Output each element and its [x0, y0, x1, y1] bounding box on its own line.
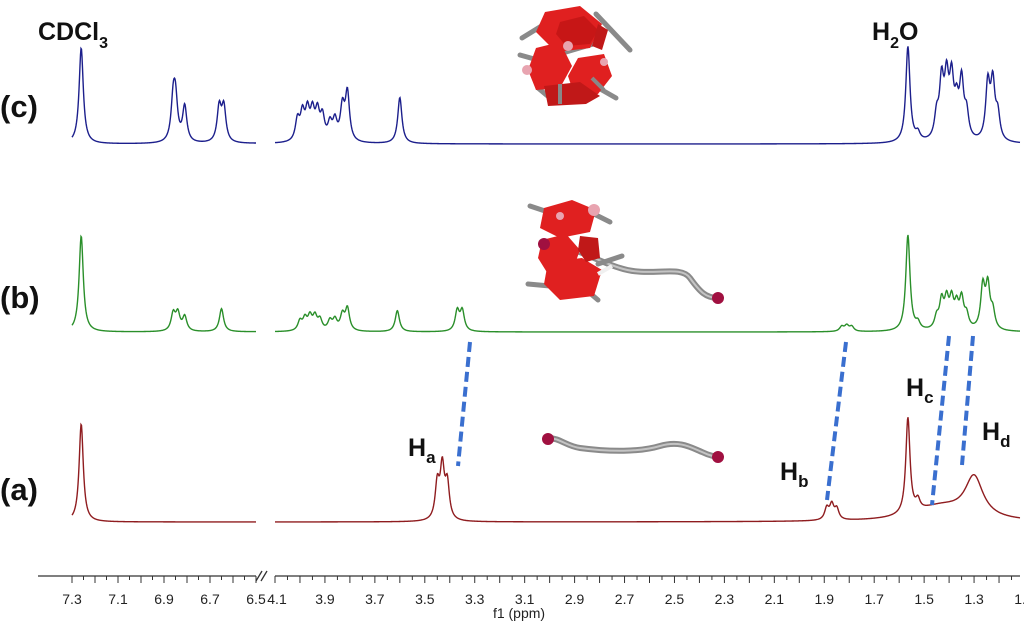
spectrum-trace-a [71, 417, 1021, 523]
axis-tick-label: 1.9 [815, 591, 835, 607]
axis-tick-label: 6.7 [200, 591, 220, 607]
shift-line-hd [960, 335, 975, 466]
axis-ticks [71, 576, 1013, 583]
axis-tick-labels: 7.3 7.1 6.9 6.7 6.5 4.1 3.9 3.7 3.5 3.3 3.1 2.9 2.7 2… [62, 591, 1024, 607]
spectrum-trace-c [71, 46, 1021, 145]
axis-tick-label: 3.3 [465, 591, 485, 607]
axis-tick-label: 3.7 [365, 591, 385, 607]
solvent-label-cdcl3: CDCl3 [38, 18, 108, 52]
spectrum-trace-b [71, 234, 1021, 333]
axis-tick-label: 1.5 [914, 591, 934, 607]
spectrum-traces [71, 46, 1021, 523]
axis-tick-label: 1.3 [964, 591, 984, 607]
axis-tick-label: 6.9 [154, 591, 174, 607]
trace-label-a: (a) [0, 472, 38, 507]
macrocycle-illustration [517, 6, 633, 106]
shift-line-hb [825, 341, 848, 501]
solvent-label-h2o: H2O [872, 18, 918, 52]
axis-tick-label: 2.5 [665, 591, 685, 607]
peak-label-hb: Hb [780, 458, 808, 491]
axis-tick-label: 2.3 [715, 591, 735, 607]
axis-tick-label: 2.7 [615, 591, 635, 607]
axis-tick-label: 7.3 [62, 591, 82, 607]
axis-tick-label: 1.7 [864, 591, 884, 607]
trace-label-c: (c) [0, 89, 38, 124]
axis-tick-label: 6.5 [246, 591, 266, 607]
axis-tick-label: 1.1 [1014, 591, 1024, 607]
axis-tick-label: 4.1 [267, 591, 287, 607]
axis-tick-label: 3.9 [315, 591, 335, 607]
shift-line-ha [456, 341, 472, 467]
axis-tick-label: 7.1 [108, 591, 128, 607]
axle-illustration [542, 433, 724, 463]
trace-label-b: (b) [0, 280, 40, 315]
peak-label-ha: Ha [408, 434, 436, 467]
axis-tick-label: 2.9 [565, 591, 585, 607]
axis-tick-label: 2.1 [765, 591, 785, 607]
peak-label-hd: Hd [982, 418, 1010, 451]
axis-tick-label: 3.5 [415, 591, 435, 607]
shift-line-hc [930, 335, 951, 506]
ppm-axis [38, 570, 1020, 583]
x-axis-label: f1 (ppm) [493, 605, 545, 621]
peak-label-hc: Hc [906, 374, 934, 407]
axis-tick-label: 3.1 [515, 591, 535, 607]
axis-break-mark [255, 570, 268, 582]
rotaxane-illustration [525, 200, 724, 304]
peak-shift-lines [456, 335, 975, 506]
